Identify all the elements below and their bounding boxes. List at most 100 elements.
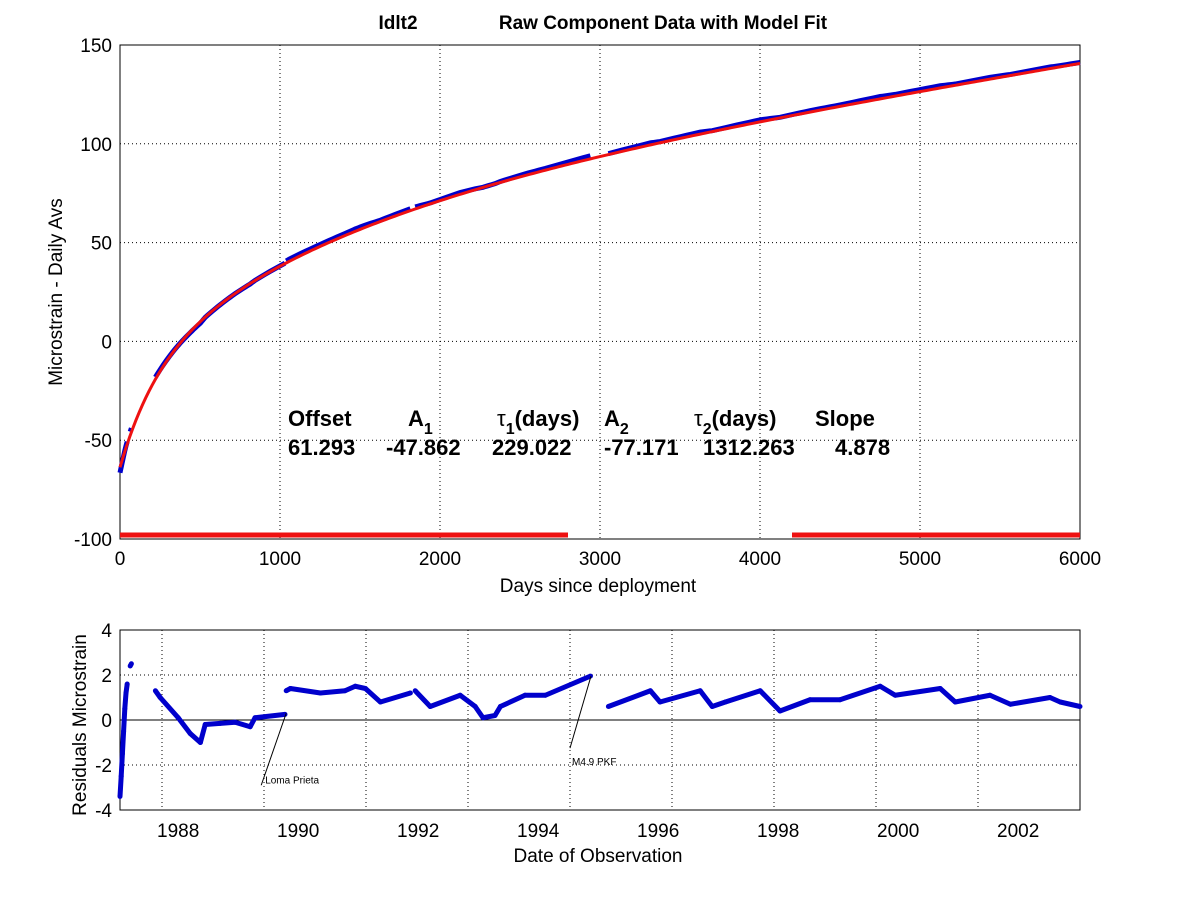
top-x-tick-label: 2000 xyxy=(419,549,461,570)
top-x-tick-label: 5000 xyxy=(899,549,941,570)
bottom-x-axis-label: Date of Observation xyxy=(514,846,683,867)
bottom-x-tick-label: 2000 xyxy=(877,821,919,842)
param-value-offset: 61.293 xyxy=(288,435,355,460)
bottom-x-tick-label: 1988 xyxy=(157,821,199,842)
residual-point xyxy=(152,688,158,694)
residual-point xyxy=(377,699,383,705)
residual-point xyxy=(407,690,413,696)
residual-point xyxy=(247,724,253,730)
top-y-tick-label: 150 xyxy=(80,36,112,57)
residual-point xyxy=(117,794,123,799)
residual-point xyxy=(647,688,653,694)
residual-point xyxy=(124,681,130,687)
residual-point xyxy=(697,688,703,694)
residual-point xyxy=(342,688,348,694)
residual-point xyxy=(757,688,763,694)
top-y-tick-label: -100 xyxy=(74,530,112,551)
residual-point xyxy=(1077,704,1083,709)
residual-point xyxy=(157,695,163,700)
residual-point xyxy=(807,697,813,703)
residual-point xyxy=(1047,695,1053,700)
residual-point xyxy=(837,697,843,703)
param-header-tau2: τ2(days) xyxy=(694,406,776,438)
residual-point xyxy=(187,731,193,736)
param-value-tau2: 1312.263 xyxy=(703,435,795,460)
top-x-tick-label: 3000 xyxy=(579,549,621,570)
residual-point xyxy=(722,699,728,705)
param-header-a2: A2 xyxy=(604,406,629,438)
residual-point xyxy=(709,704,715,709)
top-y-tick-label: 0 xyxy=(101,332,112,353)
residual-point xyxy=(252,715,258,721)
residual-point xyxy=(412,688,418,694)
bottom-y-tick-label: -4 xyxy=(95,801,112,822)
residual-point xyxy=(427,704,433,709)
residual-point xyxy=(118,773,124,779)
annotation-pointer xyxy=(260,713,287,786)
bottom-x-tick-label: 1994 xyxy=(517,821,560,842)
param-value-a2: -77.171 xyxy=(604,435,679,460)
residual-point xyxy=(952,699,958,705)
annotation-pointer xyxy=(569,675,592,749)
top-y-tick-label: 100 xyxy=(80,135,112,156)
top-y-tick-label: -50 xyxy=(85,431,112,452)
residual-series-line xyxy=(117,683,130,797)
param-value-slope: 4.878 xyxy=(835,435,890,460)
residual-point xyxy=(657,699,663,705)
model-parameters: Offset A1 τ1(days) A2 τ2(days) Slope 61.… xyxy=(288,406,890,460)
residual-point xyxy=(119,751,125,757)
residual-point xyxy=(121,728,127,734)
top-axes-box xyxy=(119,44,1081,540)
param-value-a1: -47.862 xyxy=(386,435,461,460)
param-header-offset: Offset xyxy=(288,406,352,431)
residual-point xyxy=(480,715,486,721)
bottom-x-tick-label: 1990 xyxy=(277,821,319,842)
residual-point xyxy=(497,704,503,709)
residual-point xyxy=(777,708,783,714)
residual-series-line xyxy=(153,689,286,745)
param-header-slope: Slope xyxy=(815,406,875,431)
bottom-x-tick-label: 2002 xyxy=(997,821,1039,842)
param-value-tau1: 229.022 xyxy=(492,435,572,460)
bottom-x-tick-label: 1996 xyxy=(637,821,679,842)
top-x-tick-label: 4000 xyxy=(739,549,781,570)
annotation-label: M4.9 PKF xyxy=(572,757,616,768)
bottom-y-tick-label: 2 xyxy=(101,666,112,687)
top-x-tick-label: 6000 xyxy=(1059,549,1101,570)
bottom-y-tick-label: 0 xyxy=(101,711,112,732)
residual-point xyxy=(128,661,134,667)
top-y-axis-label: Microstrain - Daily Avs xyxy=(46,198,67,386)
residual-point xyxy=(352,683,358,689)
residual-point xyxy=(123,690,129,696)
residual-point xyxy=(232,719,238,725)
param-header-a1: A1 xyxy=(408,406,433,438)
bottom-x-tick-label: 1998 xyxy=(757,821,799,842)
param-header-tau1: τ1(days) xyxy=(497,406,579,438)
top-axes: 0 1000 2000 3000 4000 5000 6000 -100 -50 0 50 100 15… xyxy=(74,36,1101,570)
data-series-line xyxy=(153,260,287,379)
residual-point xyxy=(892,692,898,698)
residual-point xyxy=(317,690,323,696)
residual-point xyxy=(1057,699,1063,705)
residual-point xyxy=(202,722,208,727)
bottom-axes-box xyxy=(119,629,1081,811)
residual-point xyxy=(217,720,223,726)
residual-point xyxy=(937,686,943,691)
residual-point xyxy=(457,692,463,698)
residual-point xyxy=(605,704,611,709)
residual-point xyxy=(587,673,593,679)
residual-series-line xyxy=(413,673,592,721)
bottom-y-tick-label: -2 xyxy=(95,756,112,777)
residual-point xyxy=(282,711,288,717)
bottom-y-tick-label: 4 xyxy=(101,621,112,642)
residual-point xyxy=(877,683,883,689)
bottom-axes: -4 -2 0 2 4 1988 1990 1992 1994 1996 1998 2000 2002 L… xyxy=(95,621,1083,842)
bottom-y-axis-label: Residuals Microstrain xyxy=(70,634,91,816)
residual-point xyxy=(362,686,368,691)
residual-series-line xyxy=(285,683,412,705)
residual-point xyxy=(472,704,478,709)
residual-point xyxy=(122,706,128,712)
model-fit-line xyxy=(118,61,1081,468)
